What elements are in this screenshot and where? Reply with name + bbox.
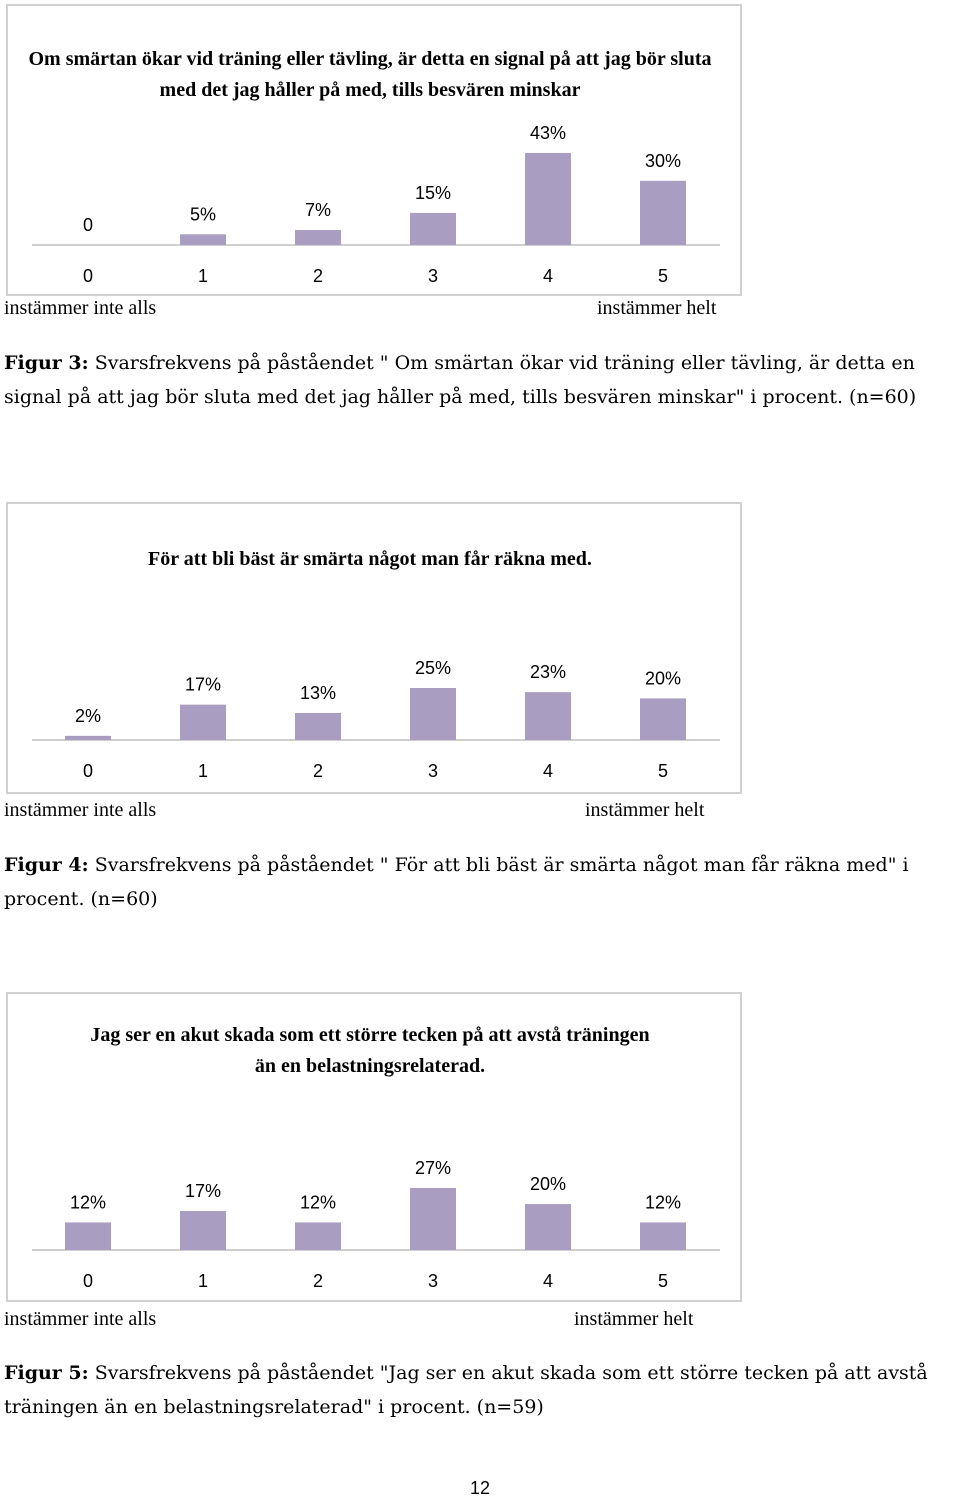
bar [410,1188,456,1250]
bar [525,692,571,740]
x-tick-label: 0 [83,761,93,781]
bar [410,688,456,740]
x-tick-label: 5 [658,266,668,286]
bar [180,704,226,740]
page-number: 12 [469,1478,491,1498]
bar [525,1204,571,1250]
data-label: 2% [75,706,101,726]
scale-left-label: instämmer inte alls [4,799,157,821]
data-label: 13% [300,683,336,703]
caption-text: Svarsfrekvens på påståendet " Om smärtan… [4,352,917,408]
x-tick-label: 4 [543,761,553,781]
data-label: 27% [415,1158,451,1178]
x-tick-label: 4 [543,1271,553,1291]
bar [65,735,111,740]
data-label: 30% [645,151,681,171]
chart-title: Jag ser en akut skada som ett större tec… [90,1024,650,1077]
caption-text: Svarsfrekvens på påståendet "Jag ser en … [4,1362,928,1418]
x-tick-label: 2 [313,1271,323,1291]
caption-text: Svarsfrekvens på påståendet " För att bl… [4,854,909,910]
chart-title: För att bli bäst är smärta något man får… [148,548,592,570]
scale-right-label: instämmer helt [597,297,717,319]
bar [525,153,571,245]
caption-label: Figur 5: [4,1362,89,1384]
bar [180,1210,226,1250]
bar [295,230,341,245]
data-label: 12% [645,1192,681,1212]
bar [65,1222,111,1250]
chart-2: För att bli bäst är smärta något man får… [6,502,742,794]
chart-1-plot: 0 0 5% 1 7% 2 15% 3 43% 4 30% 5 [32,123,720,286]
scale-left-label: instämmer inte alls [4,1308,157,1330]
caption-label: Figur 3: [4,352,89,374]
chart-2-plot: 2% 0 17% 1 13% 2 25% 3 23% 4 20% 5 [32,658,720,781]
chart-3-plot: 12% 0 17% 1 12% 2 27% 3 20% 4 12% 5 [32,1158,720,1291]
figure-5-caption: Figur 5: Svarsfrekvens på påståendet "Ja… [4,1356,960,1424]
x-tick-label: 1 [198,761,208,781]
data-label: 20% [645,668,681,688]
x-tick-label: 0 [83,1271,93,1291]
bar [295,1222,341,1250]
chart-3: Jag ser en akut skada som ett större tec… [6,992,742,1302]
x-tick-label: 2 [313,761,323,781]
chart-1: Om smärtan ökar vid träning eller tävlin… [6,4,742,296]
x-tick-label: 1 [198,1271,208,1291]
data-label: 17% [185,675,221,695]
x-tick-label: 5 [658,761,668,781]
caption-label: Figur 4: [4,854,89,876]
data-label: 0 [83,215,93,235]
data-label: 20% [530,1174,566,1194]
bar [640,698,686,740]
data-label: 15% [415,183,451,203]
x-tick-label: 1 [198,266,208,286]
chart-title: Om smärtan ökar vid träning eller tävlin… [28,48,712,101]
data-label: 17% [185,1181,221,1201]
bar [180,234,226,245]
x-tick-label: 5 [658,1271,668,1291]
x-tick-label: 3 [428,761,438,781]
data-label: 25% [415,658,451,678]
figure-4-caption: Figur 4: Svarsfrekvens på påståendet " F… [4,848,960,916]
data-label: 12% [70,1192,106,1212]
bar [295,712,341,740]
scale-right-label: instämmer helt [574,1308,694,1330]
data-label: 5% [190,204,216,224]
x-tick-label: 0 [83,266,93,286]
scale-left-label: instämmer inte alls [4,297,157,319]
x-tick-label: 3 [428,1271,438,1291]
data-label: 43% [530,123,566,143]
data-label: 12% [300,1192,336,1212]
x-tick-label: 3 [428,266,438,286]
bar [640,180,686,245]
data-label: 7% [305,200,331,220]
figure-3-caption: Figur 3: Svarsfrekvens på påståendet " O… [4,346,960,414]
x-tick-label: 2 [313,266,323,286]
bar [640,1222,686,1250]
data-label: 23% [530,662,566,682]
bar [410,212,456,245]
scale-right-label: instämmer helt [585,799,705,821]
x-tick-label: 4 [543,266,553,286]
